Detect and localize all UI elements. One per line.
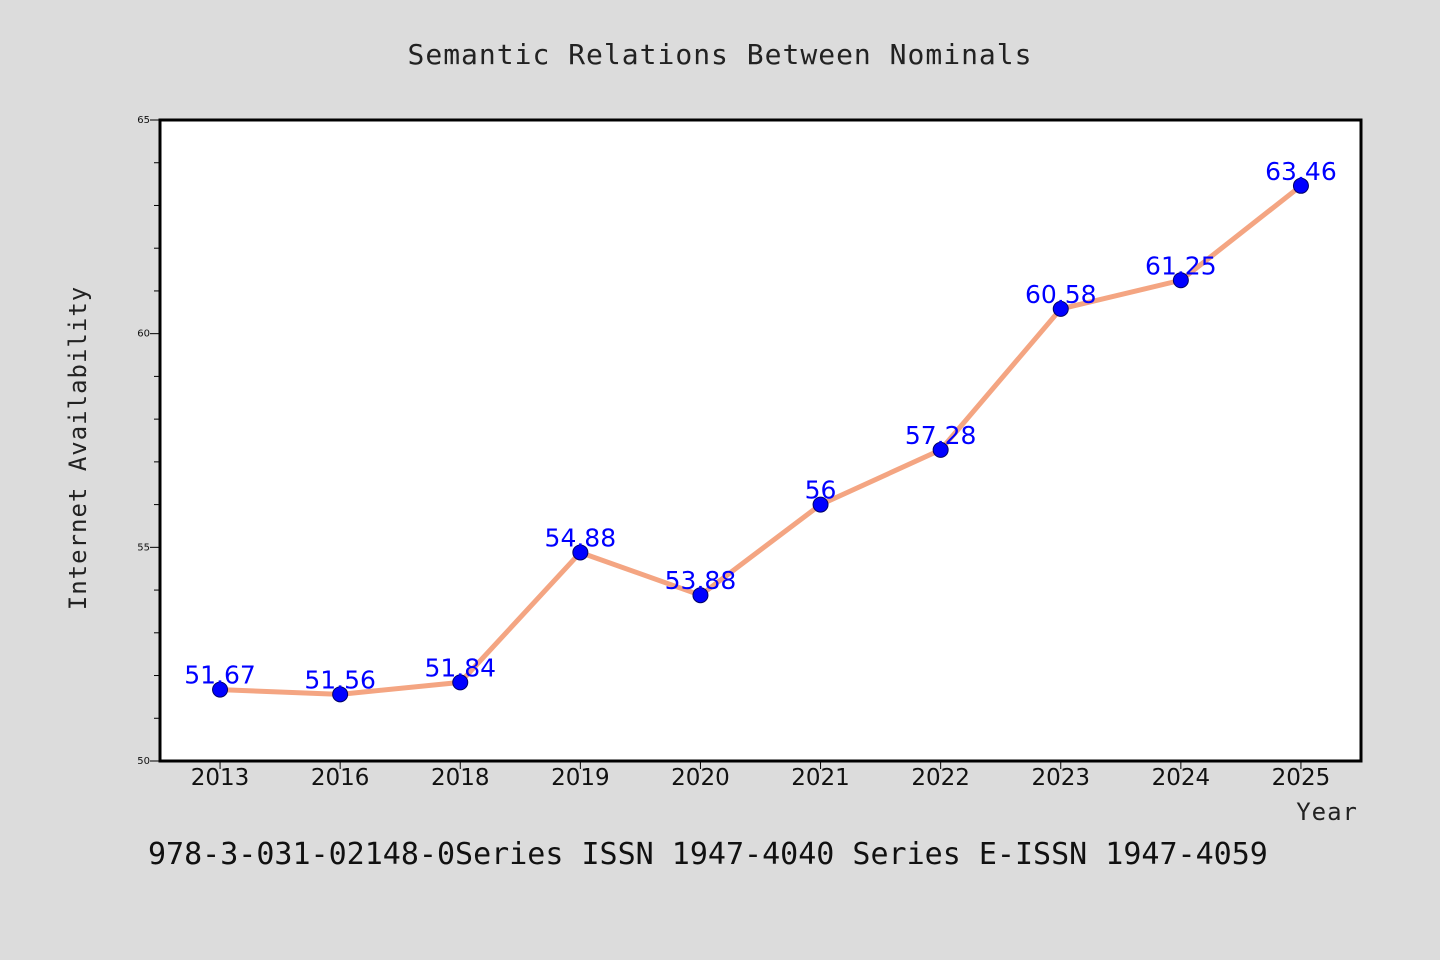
data-label: 54.88: [545, 523, 617, 552]
x-tick-label: 2025: [1272, 765, 1331, 791]
x-tick-label: 2020: [671, 765, 730, 791]
x-tick-label: 2023: [1031, 765, 1090, 791]
x-axis-label: Year: [1296, 798, 1358, 826]
y-tick-label: 55: [137, 542, 150, 553]
x-tick-label: 2024: [1152, 765, 1211, 791]
data-label: 51.84: [424, 653, 496, 682]
footer-isbn-issn-text: 978-3-031-02148-0Series ISSN 1947-4040 S…: [148, 837, 1268, 872]
x-tick-label: 2013: [191, 765, 250, 791]
y-tick-label: 60: [137, 329, 150, 340]
x-tick-label: 2022: [911, 765, 970, 791]
data-point-marker: [452, 674, 469, 691]
data-point-marker: [812, 496, 829, 513]
y-axis-ticks: [150, 119, 160, 762]
data-label: 51.56: [304, 665, 376, 694]
x-tick-label: 2019: [551, 765, 610, 791]
series-line: [217, 183, 1304, 697]
data-label: 57.28: [905, 421, 977, 450]
data-point-marker: [212, 681, 229, 698]
data-point-marker: [332, 686, 349, 703]
plot-area: [158, 118, 1363, 763]
y-tick-label: 50: [137, 756, 150, 767]
x-tick-label: 2016: [311, 765, 370, 791]
data-point-marker: [1052, 300, 1069, 317]
y-axis-tick-labels: 50 55 60 65: [137, 115, 150, 767]
data-label: 53.88: [665, 566, 737, 595]
y-axis-label: Internet Availability: [64, 286, 92, 610]
data-label: 63.46: [1265, 157, 1337, 186]
x-tick-label: 2021: [791, 765, 850, 791]
data-markers: [212, 177, 1309, 703]
data-point-marker: [692, 587, 709, 604]
chart-title: Semantic Relations Between Nominals: [407, 38, 1032, 71]
y-tick-label: 65: [137, 115, 150, 126]
data-point-marker: [572, 544, 589, 561]
data-label: 60.58: [1025, 280, 1097, 309]
data-point-marker: [1172, 272, 1189, 289]
x-axis-tick-labels: 2013 2016 2018 2019 2020 2021 2022 2023 2024 2025: [191, 765, 1330, 791]
x-axis-ticks: [219, 761, 1302, 769]
x-tick-label: 2018: [431, 765, 490, 791]
data-label: 56: [805, 476, 837, 505]
data-label: 61.25: [1145, 251, 1217, 280]
data-point-marker: [932, 441, 949, 458]
data-labels: 51.67 51.56 51.84 54.88 53.88 56 57.28 60.58 61.…: [184, 157, 1336, 695]
data-label: 51.67: [184, 661, 256, 690]
data-point-marker: [1292, 177, 1309, 194]
